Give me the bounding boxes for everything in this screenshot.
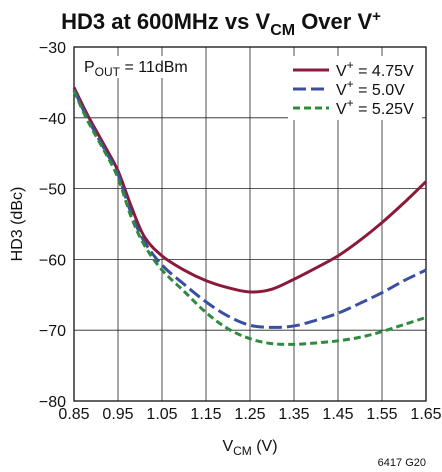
x-tick-label: 1.15 [190,406,221,423]
x-tick-label: 1.65 [410,406,441,423]
pout-annotation-sub: OUT [95,65,121,79]
legend-label-2: V+ = 5.0V [336,77,405,99]
x-tick-label: 0.95 [102,406,133,423]
pout-annotation-main: P [84,59,95,76]
pout-annotation: POUT = 11dBm [84,59,188,79]
x-tick-labels: 0.85 0.95 1.05 1.15 1.25 1.35 1.45 1.55 1.65 [58,406,441,423]
x-tick-label: 1.35 [278,406,309,423]
x-axis-label-main: V [222,438,233,455]
y-tick-label: −80 [39,394,66,411]
chart-title-sub: CM [270,22,295,39]
chart-title-sup: + [372,8,381,25]
x-tick-label: 1.25 [234,406,265,423]
legend-label-1: V+ = 4.75V [336,58,414,80]
plot-frame [73,46,427,402]
x-axis-label-rest: (V) [252,438,278,455]
pout-annotation-rest: = 11dBm [120,59,188,76]
annotation-background [80,56,202,78]
legend-label-3: V+ = 5.25V [336,96,414,118]
x-tick-label: 1.55 [366,406,397,423]
x-tick-label: 1.45 [322,406,353,423]
x-tick-label: 1.05 [146,406,177,423]
x-tick-label: 0.85 [58,406,89,423]
figure-id: 6417 G20 [378,457,426,469]
x-axis-label-sub: CM [233,444,252,458]
x-axis-label: VCM (V) [222,438,277,458]
y-tick-label: −50 [39,182,66,199]
chart-title-main: HD3 at 600MHz vs V [61,9,270,34]
y-tick-labels: −30 −40 −50 −60 −70 −80 [39,40,66,411]
y-tick-label: −70 [39,323,66,340]
y-tick-label: −60 [39,252,66,269]
chart-title: HD3 at 600MHz vs VCM Over V+ [61,8,381,39]
y-axis-label: HD3 (dBc) [9,187,26,262]
series-lines [72,86,428,346]
chart-title-mid: Over V [295,9,372,34]
series-line-3 [72,90,427,346]
y-tick-label: −30 [39,40,66,57]
y-tick-label: −40 [39,111,66,128]
